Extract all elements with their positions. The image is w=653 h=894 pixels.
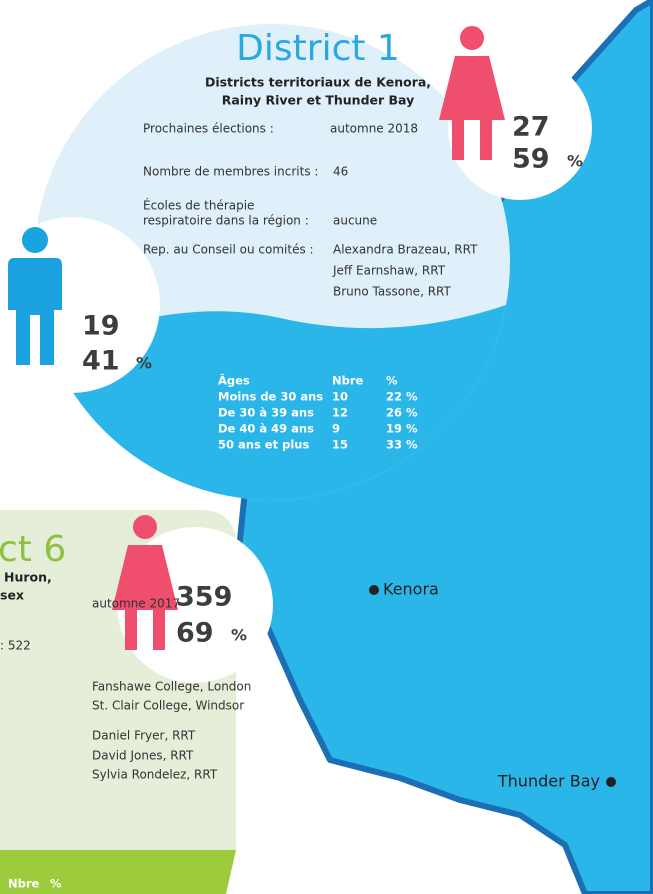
table-header: Nbre	[332, 374, 364, 388]
field-value: automne 2018	[330, 122, 418, 136]
female-percent: 69	[176, 618, 214, 649]
percent-unit: %	[231, 626, 247, 645]
table-header: Nbre	[8, 877, 40, 891]
table-header: %	[386, 374, 398, 388]
field-value: Jeff Earnshaw, RRT	[332, 264, 446, 278]
female-count: 27	[512, 112, 550, 143]
male-icon	[8, 227, 62, 365]
table-cell: De 30 à 39 ans	[218, 406, 314, 420]
male-count: 19	[82, 311, 120, 342]
field-label: respiratoire dans la région :	[143, 214, 309, 228]
male-percent: 41	[82, 346, 120, 377]
table-cell: De 40 à 49 ans	[218, 422, 314, 436]
field-value: St. Clair College, Windsor	[92, 699, 244, 713]
field-value: Sylvia Rondelez, RRT	[92, 768, 218, 782]
female-icon-2	[112, 515, 178, 650]
table-cell: 12	[332, 406, 348, 420]
table-cell: 9	[332, 422, 340, 436]
field-value: Bruno Tassone, RRT	[333, 285, 451, 299]
city-label: Kenora	[383, 580, 439, 599]
female-icon	[439, 26, 505, 160]
field-label: Prochaines élections :	[143, 122, 274, 136]
field-value: Alexandra Brazeau, RRT	[333, 243, 478, 257]
table-cell: 10	[332, 390, 348, 404]
district-subtitle: sex	[0, 588, 24, 603]
table-cell: 50 ans et plus	[218, 438, 309, 452]
table-header: %	[50, 877, 62, 891]
table-header: Âges	[218, 373, 250, 388]
field-label: Écoles de thérapie	[143, 198, 254, 213]
table-cell: 26 %	[386, 406, 418, 420]
table-cell: 22 %	[386, 390, 418, 404]
percent-unit: %	[136, 354, 152, 373]
district-title: District 1	[236, 28, 400, 69]
district-title: ct 6	[0, 529, 66, 570]
female-count: 359	[176, 582, 232, 613]
field-value: David Jones, RRT	[92, 749, 194, 763]
field-value: Fanshawe College, London	[92, 680, 251, 694]
field-label: Rep. au Conseil ou comités :	[143, 243, 314, 257]
field-value: Daniel Fryer, RRT	[92, 729, 196, 743]
city-label: Thunder Bay	[497, 772, 600, 791]
district-subtitle: Rainy River et Thunder Bay	[222, 93, 415, 108]
field-value: 46	[333, 165, 348, 179]
percent-unit: %	[567, 152, 583, 171]
table-cell: Moins de 30 ans	[218, 390, 323, 404]
district-subtitle: Districts territoriaux de Kenora,	[205, 75, 431, 90]
field-value: : 522	[0, 639, 31, 653]
city-dot	[369, 585, 379, 595]
female-percent: 59	[512, 144, 550, 175]
table-cell: 33 %	[386, 438, 418, 452]
district-subtitle: Huron,	[4, 570, 52, 585]
city-dot	[606, 777, 616, 787]
district6-bar	[0, 850, 236, 894]
field-value: aucune	[333, 214, 377, 228]
table-cell: 15	[332, 438, 348, 452]
field-label: Nombre de membres incrits :	[143, 165, 318, 179]
table-cell: 19 %	[386, 422, 418, 436]
field-value: automne 2017	[92, 597, 180, 611]
